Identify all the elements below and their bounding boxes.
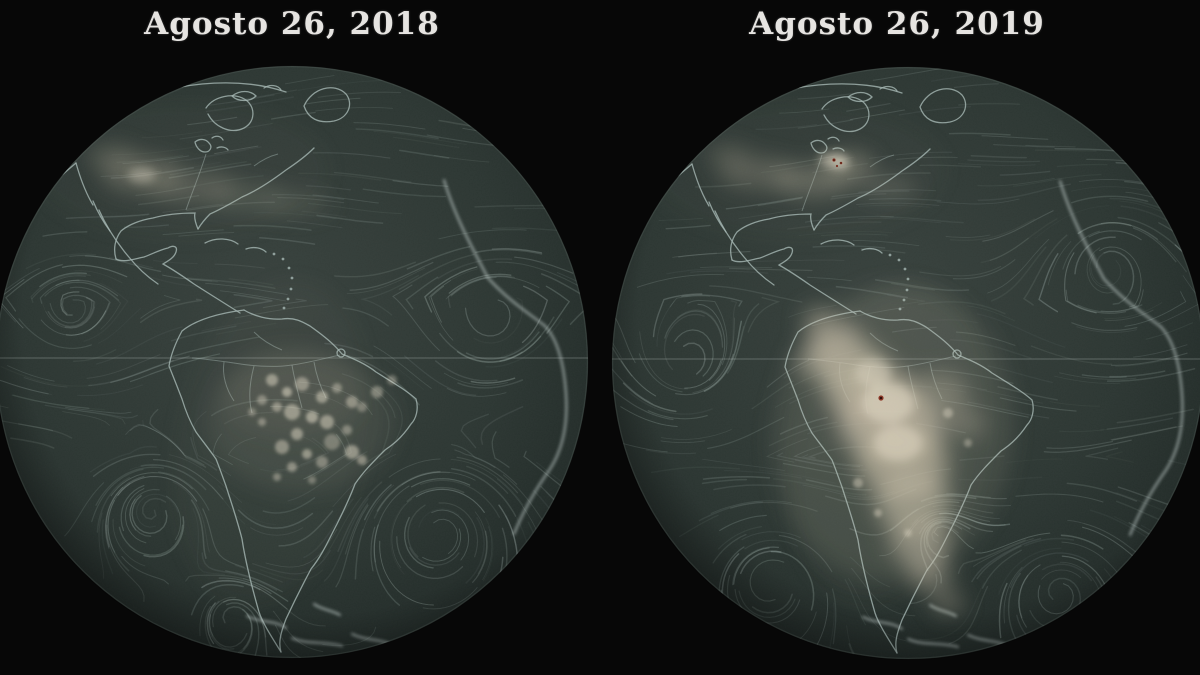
atmosphere-rim	[0, 65, 589, 659]
river-layer	[801, 154, 957, 415]
globe-title-2018: Agosto 26, 2018	[144, 6, 440, 42]
fire-marker	[835, 164, 839, 168]
fire-marker-core	[840, 162, 842, 164]
atmosphere-rim	[611, 66, 1200, 660]
bright-coast-layer	[862, 180, 1184, 648]
wind-streaks-layer	[612, 67, 1200, 659]
grain-overlay	[0, 66, 588, 658]
limb-vignette	[0, 65, 589, 659]
globe-surface	[612, 67, 1200, 659]
fire-marker	[832, 158, 836, 162]
globe-disc	[612, 67, 1200, 659]
land-tint-layer	[32, 100, 372, 605]
fire-marker-core	[836, 165, 838, 167]
limb-vignette	[611, 66, 1200, 660]
coastline-layer	[651, 83, 1034, 654]
land-tint-layer	[648, 101, 988, 606]
globe-surface	[0, 75, 588, 658]
globe-title-2019: Agosto 26, 2019	[749, 6, 1045, 42]
fire-marker-core	[879, 396, 883, 400]
fire-markers-layer	[832, 158, 884, 401]
globe-map-2018	[0, 65, 589, 659]
river-layer	[185, 153, 341, 414]
grain-overlay	[612, 67, 1200, 659]
coastline-layer	[35, 82, 418, 653]
fire-marker	[878, 395, 884, 401]
bright-coast-layer	[246, 179, 568, 647]
globe-map-2019	[611, 66, 1200, 660]
fire-marker-core	[833, 159, 835, 161]
globe-disc	[0, 66, 588, 658]
smoke-layer	[706, 145, 1014, 615]
smoke-layer	[87, 145, 397, 492]
fire-marker	[839, 161, 843, 165]
wind-streaks-layer	[0, 75, 588, 658]
